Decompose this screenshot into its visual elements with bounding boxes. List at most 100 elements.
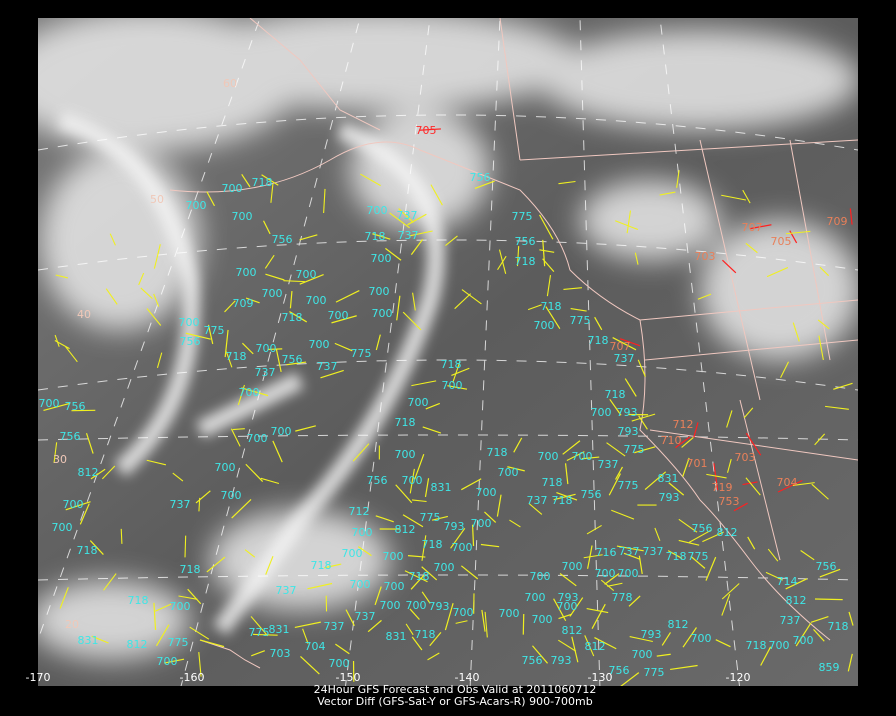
wind-barb xyxy=(407,213,427,226)
observation-label: 700 xyxy=(406,599,427,612)
observation-label: 775 xyxy=(204,324,225,337)
wind-barb xyxy=(496,494,502,517)
wind-barb xyxy=(825,405,849,410)
wind-barb xyxy=(614,466,624,480)
observation-label: 859 xyxy=(819,661,840,674)
observation-label: 718 xyxy=(828,620,849,633)
wind-barb xyxy=(405,623,414,636)
wind-barb xyxy=(154,603,172,612)
wind-barb xyxy=(404,570,428,583)
longitude-label: -160 xyxy=(180,671,205,684)
wind-barb xyxy=(814,433,826,446)
observation-label: 756 xyxy=(65,400,86,413)
graticule xyxy=(38,18,858,686)
wind-barb xyxy=(795,622,812,647)
observation-label: 700 xyxy=(309,338,330,351)
wind-barb xyxy=(402,514,424,528)
wind-barb xyxy=(414,453,425,480)
observation-label: 778 xyxy=(612,591,633,604)
wind-barb xyxy=(583,554,603,559)
observation-label: 756 xyxy=(692,522,713,535)
observation-label: 709 xyxy=(233,297,254,310)
observation-label: 700 xyxy=(395,448,416,461)
observation-label: 718 xyxy=(252,176,273,189)
observation-label: 718 xyxy=(541,300,562,313)
wind-barb xyxy=(421,591,431,604)
wind-barb xyxy=(721,583,740,600)
wind-barb xyxy=(750,224,772,230)
wind-barb xyxy=(307,582,333,590)
wind-barb xyxy=(195,490,211,504)
wind-barb xyxy=(742,189,751,204)
observation-label: 700 xyxy=(572,450,593,463)
observation-label: 718 xyxy=(311,559,332,572)
observation-label: 812 xyxy=(562,624,583,637)
observation-label: 718 xyxy=(441,358,462,371)
observation-label: 700 xyxy=(186,199,207,212)
observation-label: 700 xyxy=(236,266,257,279)
observation-label: 700 xyxy=(769,639,790,652)
wind-barb xyxy=(360,173,381,187)
wind-barb xyxy=(516,246,520,267)
longitude-label: -120 xyxy=(726,671,751,684)
wind-barb xyxy=(302,628,309,644)
observation-label: 812 xyxy=(717,526,738,539)
wind-barb xyxy=(591,603,606,629)
observation-label: 707 xyxy=(742,221,763,234)
observation-label: 700 xyxy=(52,521,73,534)
observation-label: 831 xyxy=(269,623,290,636)
observation-label: 700 xyxy=(179,316,200,329)
wind-barb xyxy=(767,548,779,562)
wind-barb xyxy=(562,440,581,455)
wind-barb xyxy=(54,334,60,347)
wind-barb xyxy=(743,407,754,419)
observation-label: 700 xyxy=(367,204,388,217)
observation-label: 700 xyxy=(371,252,392,265)
wind-barb xyxy=(600,579,615,591)
wind-barb xyxy=(237,384,245,406)
wind-barb xyxy=(164,658,185,664)
observation-label: 700 xyxy=(532,613,553,626)
observation-label: 700 xyxy=(239,386,260,399)
wind-barb xyxy=(367,619,382,633)
wind-barb xyxy=(245,463,264,483)
wind-barb xyxy=(722,259,737,274)
observation-label: 709 xyxy=(827,215,848,228)
observation-label: 700 xyxy=(595,567,616,580)
wind-barb xyxy=(539,249,555,253)
wind-barb xyxy=(421,535,427,561)
wind-barb xyxy=(295,425,316,432)
latitude-label: 20 xyxy=(65,618,79,631)
observation-label: 812 xyxy=(786,594,807,607)
wind-barb xyxy=(706,473,727,479)
observation-label: 756 xyxy=(581,488,602,501)
wind-barb xyxy=(626,210,632,234)
wind-barb xyxy=(335,290,360,303)
wind-barb xyxy=(531,645,549,664)
wind-barb xyxy=(785,230,811,235)
wind-barb xyxy=(527,304,542,311)
wind-barb xyxy=(848,611,854,626)
wind-barb xyxy=(546,275,552,297)
wind-barb xyxy=(818,335,824,361)
wind-barb xyxy=(474,180,495,189)
observation-label: 775 xyxy=(351,347,372,360)
observation-label: 718 xyxy=(365,230,386,243)
observation-label: 700 xyxy=(453,606,474,619)
observation-label: 831 xyxy=(386,630,407,643)
observation-label: 737 xyxy=(317,360,338,373)
wind-barb xyxy=(539,214,554,240)
observation-label: 700 xyxy=(39,397,60,410)
observation-label: 775 xyxy=(249,626,270,639)
wind-barb xyxy=(286,361,307,366)
wind-barb xyxy=(410,574,425,590)
wind-barb xyxy=(616,545,644,552)
wind-barb xyxy=(484,511,497,523)
wind-barb xyxy=(765,571,784,581)
wind-barb xyxy=(320,369,344,379)
observation-label: 700 xyxy=(534,319,555,332)
wind-barb xyxy=(563,287,582,291)
wind-barb xyxy=(644,471,667,491)
observation-label: 737 xyxy=(527,494,548,507)
observation-label: 700 xyxy=(256,342,277,355)
